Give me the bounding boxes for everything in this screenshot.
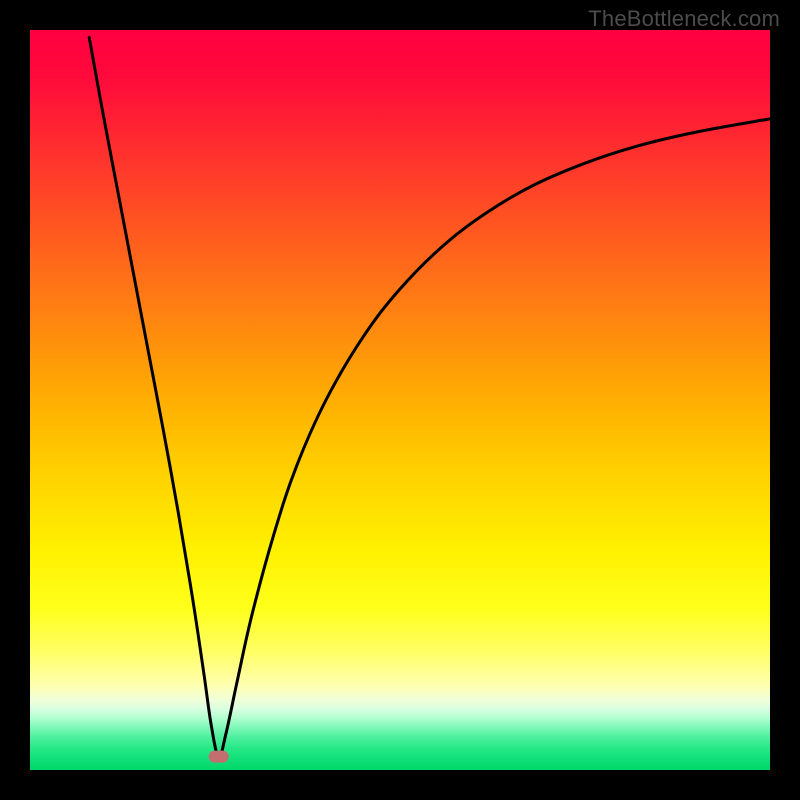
watermark-text: TheBottleneck.com xyxy=(588,6,780,32)
chart-plot-area xyxy=(30,30,770,770)
minimum-marker xyxy=(209,751,229,763)
bottleneck-chart xyxy=(30,30,770,770)
